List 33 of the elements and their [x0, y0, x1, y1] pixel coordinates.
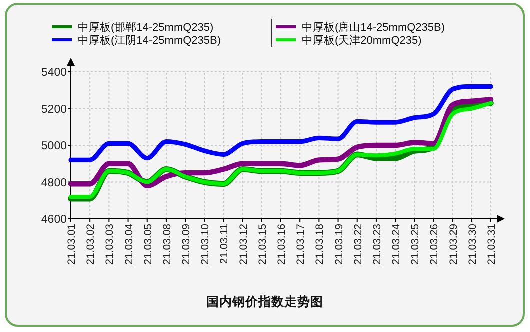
legend-label: 中厚板(邯郸14-25mmQ235)	[78, 21, 214, 34]
text: 国内钢价指数走势图	[206, 294, 324, 309]
legend-label: 中厚板(江阴14-25mmQ235B)	[78, 34, 222, 47]
x-tick-label: 21.03.23	[371, 224, 384, 265]
y-tick-label: 5000	[41, 140, 67, 152]
x-tick-label: 21.03.30	[466, 224, 479, 265]
x-tick-label: 21.03.12	[238, 224, 250, 265]
x-tick-label: 21.03.08	[161, 224, 174, 265]
x-tick-label: 21.03.11	[218, 224, 231, 264]
x-tick-label: 21.03.29	[448, 224, 460, 265]
x-tick-label: 21.03.31	[486, 224, 498, 265]
x-tick-label: 21.03.10	[200, 224, 212, 265]
y-tick-label: 4800	[41, 177, 67, 190]
x-tick-label: 21.03.18	[314, 224, 326, 265]
x-tick-label: 21.03.02	[85, 224, 98, 265]
y-tick-label: 5400	[41, 67, 67, 79]
x-tick-label: 21.03.15	[256, 224, 269, 265]
x-tick-label: 21.03.22	[352, 224, 364, 265]
legend-label: 中厚板(唐山14-25mmQ235B)	[302, 21, 446, 34]
x-tick-label: 21.03.01	[66, 224, 78, 265]
x-tick-label: 21.03.25	[410, 224, 422, 265]
x-tick-label: 21.03.26	[428, 224, 441, 265]
x-tick-label: 21.03.19	[333, 224, 346, 265]
x-tick-label: 21.03.05	[142, 224, 154, 265]
y-tick-label: 4600	[41, 214, 67, 226]
x-tick-label: 21.03.16	[276, 224, 288, 265]
y-tick-label: 5200	[41, 104, 67, 116]
x-tick-label: 21.03.04	[123, 224, 136, 265]
legend-label: 中厚板(天津20mmQ235)	[302, 34, 422, 47]
x-tick-label: 21.03.17	[295, 224, 308, 265]
x-tick-label: 21.03.09	[180, 224, 193, 265]
x-tick-label: 21.03.24	[390, 224, 403, 265]
x-tick-label: 21.03.03	[104, 224, 116, 265]
